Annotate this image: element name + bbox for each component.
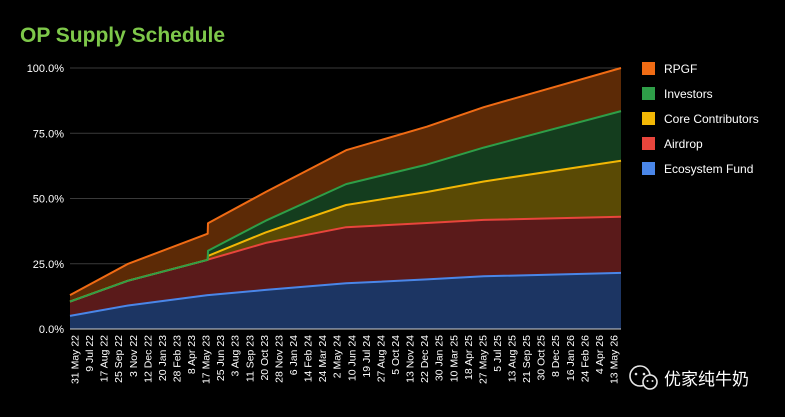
- x-tick-label: 12 Dec 22: [142, 335, 154, 383]
- x-tick-label: 27 Aug 24: [375, 335, 387, 382]
- x-tick-label: 10 Mar 25: [448, 335, 460, 382]
- x-tick-label: 24 Feb 26: [579, 335, 591, 382]
- x-tick-label: 4 Apr 26: [594, 335, 606, 374]
- x-tick-label: 8 Dec 25: [550, 335, 562, 377]
- legend-item: RPGF: [642, 62, 697, 76]
- line-investors: [69, 110, 622, 303]
- area-ecosystem-fund: [70, 272, 621, 329]
- line-rpgf: [69, 67, 622, 296]
- line-ecosystem-fund: [69, 271, 622, 317]
- chart-title: OP Supply Schedule: [20, 24, 225, 47]
- x-tick-label: 25 Jun 23: [215, 335, 227, 381]
- legend-label: Investors: [664, 87, 713, 101]
- x-tick-label: 24 Mar 24: [317, 335, 329, 382]
- watermark: 优家纯牛奶: [629, 365, 749, 390]
- x-tick-label: 5 Jul 25: [492, 335, 504, 372]
- x-tick-label: 6 Jan 24: [288, 335, 300, 375]
- legend-swatch: [642, 137, 655, 150]
- y-tick-labels: 0.0% 25.0% 50.0% 75.0% 100.0%: [27, 63, 65, 336]
- x-tick-label: 9 Jul 22: [84, 335, 96, 372]
- x-tick-label: 3 Nov 22: [128, 335, 140, 377]
- legend-swatch: [642, 87, 655, 100]
- x-tick-label: 27 May 25: [477, 335, 489, 384]
- x-tick-label: 10 Jun 24: [346, 335, 358, 381]
- x-tick-label: 13 Aug 25: [507, 335, 519, 382]
- y-tick-label: 25.0%: [33, 259, 64, 271]
- legend-item: Ecosystem Fund: [642, 162, 753, 176]
- x-tick-label: 17 Aug 22: [99, 335, 111, 382]
- x-tick-label: 31 May 22: [70, 335, 82, 384]
- legend-label: Core Contributors: [664, 112, 759, 126]
- x-tick-label: 22 Dec 24: [419, 335, 431, 383]
- x-tick-label: 5 Oct 24: [390, 335, 402, 375]
- x-tick-label: 25 Sep 22: [113, 335, 125, 383]
- series-lines: [69, 67, 622, 317]
- x-tick-label: 30 Jan 25: [434, 335, 446, 381]
- y-tick-label: 100.0%: [27, 63, 65, 75]
- legend-swatch: [642, 162, 655, 175]
- x-tick-label: 18 Apr 25: [463, 335, 475, 380]
- x-tick-label: 28 Nov 23: [273, 335, 285, 383]
- legend-item: Airdrop: [642, 137, 703, 151]
- x-tick-label: 19 Jul 24: [361, 335, 373, 378]
- x-tick-label: 20 Oct 23: [259, 335, 271, 381]
- y-tick-label: 75.0%: [33, 128, 64, 140]
- x-tick-label: 28 Feb 23: [172, 335, 184, 382]
- x-tick-label: 13 Nov 24: [405, 335, 417, 383]
- x-tick-label: 3 Aug 23: [230, 335, 242, 377]
- area-fills: [70, 68, 621, 329]
- legend-swatch: [642, 112, 655, 125]
- x-tick-label: 2 May 24: [332, 335, 344, 378]
- x-tick-label: 11 Sep 23: [244, 335, 256, 382]
- x-tick-label: 14 Feb 24: [303, 335, 315, 382]
- wechat-icon: [629, 365, 658, 390]
- legend-swatch: [642, 62, 655, 75]
- y-tick-label: 0.0%: [39, 324, 64, 336]
- x-tick-label: 30 Oct 25: [536, 335, 548, 381]
- x-tick-label: 8 Apr 23: [186, 335, 198, 374]
- x-tick-label: 21 Sep 25: [521, 335, 533, 383]
- x-tick-label: 20 Jan 23: [157, 335, 169, 381]
- y-tick-label: 50.0%: [33, 194, 64, 206]
- legend-label: RPGF: [664, 62, 697, 76]
- x-tick-labels: 31 May 22 9 Jul 22 17 Aug 22 25 Sep 22 3 Nov…: [70, 335, 621, 384]
- legend-label: Airdrop: [664, 137, 703, 151]
- x-tick-label: 17 May 23: [201, 335, 213, 384]
- legend: RPGF Investors Core Contributors Airdrop Eco…: [642, 62, 759, 176]
- legend-item: Investors: [642, 87, 713, 101]
- legend-item: Core Contributors: [642, 112, 759, 126]
- x-tick-label: 13 May 26: [609, 335, 621, 384]
- x-tick-label: 16 Jan 26: [565, 335, 577, 381]
- legend-label: Ecosystem Fund: [664, 162, 753, 176]
- watermark-text: 优家纯牛奶: [664, 370, 749, 389]
